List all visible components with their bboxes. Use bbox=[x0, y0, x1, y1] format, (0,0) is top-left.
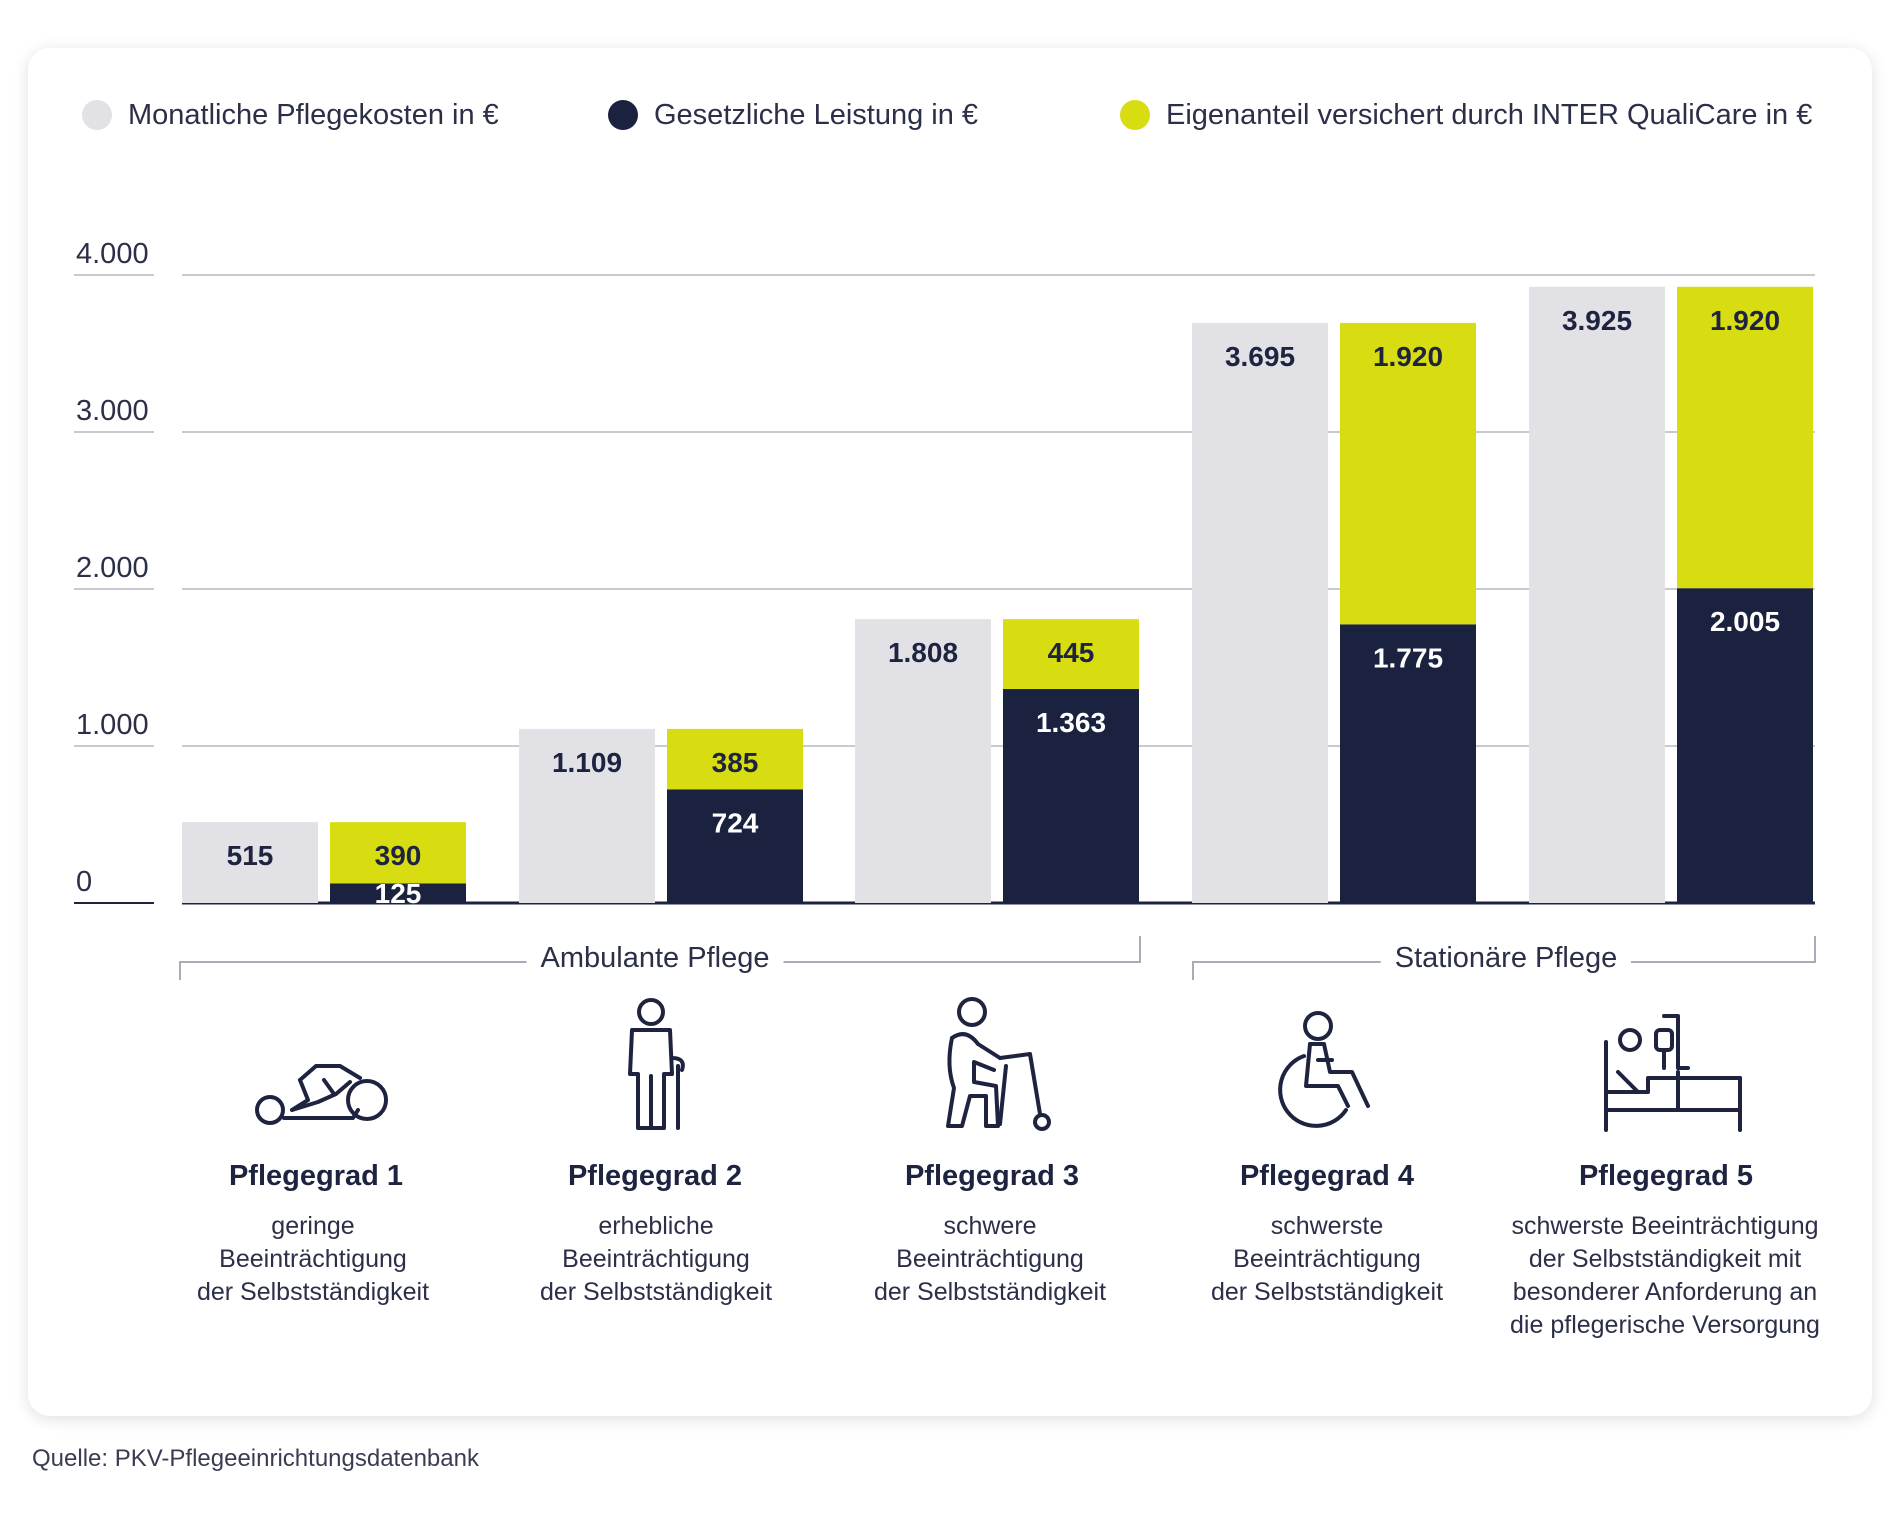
bar-own-share bbox=[1340, 322, 1476, 625]
bar-statutory bbox=[1340, 624, 1476, 903]
bar-statutory bbox=[667, 789, 803, 903]
y-tick-label: 2.000 bbox=[76, 552, 149, 584]
legend-label-own-share: Eigenanteil versichert durch INTER Quali… bbox=[1166, 98, 1813, 131]
category-title-2: Pflegegrad 2 bbox=[567, 1160, 743, 1192]
category-title-3: Pflegegrad 3 bbox=[904, 1160, 1080, 1192]
bar-label-statutory: 1.775 bbox=[1373, 642, 1443, 673]
wheelchair-icon bbox=[1278, 1011, 1370, 1128]
bar-label-statutory: 724 bbox=[712, 807, 759, 838]
bar-label-total-costs: 3.925 bbox=[1562, 305, 1632, 336]
bracket-ambulant-left bbox=[179, 961, 530, 980]
bar-label-own-share: 1.920 bbox=[1373, 341, 1443, 372]
bar-label-total-costs: 1.109 bbox=[552, 747, 622, 778]
legend-label-total-costs: Monatliche Pflegekosten in € bbox=[128, 98, 499, 131]
category-description-5: schwerste Beeinträchtigung der Selbststä… bbox=[1510, 1212, 1820, 1339]
bar-label-own-share: 445 bbox=[1048, 637, 1095, 668]
y-tick-label: 3.000 bbox=[76, 395, 149, 427]
category-description-2: erhebliche Beeinträchtigung der Selbstst… bbox=[539, 1212, 773, 1306]
bar-total-costs bbox=[182, 822, 318, 903]
legend-item-total-costs: Monatliche Pflegekosten in € bbox=[82, 95, 499, 135]
bar-own-share bbox=[1677, 286, 1813, 589]
lying-person-icon bbox=[255, 1064, 388, 1125]
y-tick-label: 4.000 bbox=[76, 238, 149, 270]
bar-total-costs bbox=[1192, 322, 1328, 903]
bar-label-statutory: 1.363 bbox=[1036, 707, 1106, 738]
category-description-3: schwere Beeinträchtigung der Selbstständ… bbox=[873, 1212, 1107, 1306]
legend-item-statutory: Gesetzliche Leistung in € bbox=[608, 95, 978, 135]
legend-item-own-share: Eigenanteil versichert durch INTER Quali… bbox=[1120, 95, 1812, 135]
bar-label-own-share: 385 bbox=[712, 747, 759, 778]
bar-label-statutory: 125 bbox=[375, 878, 422, 909]
bar-own-share bbox=[330, 822, 466, 884]
category-title-5: Pflegegrad 5 bbox=[1578, 1160, 1754, 1192]
group-label-stationary: Stationäre Pflege bbox=[1380, 942, 1632, 975]
bar-own-share bbox=[667, 728, 803, 790]
legend-swatch-total-costs bbox=[82, 100, 112, 130]
y-tick-label: 0 bbox=[76, 866, 92, 898]
category-title-4: Pflegegrad 4 bbox=[1239, 1160, 1415, 1192]
bracket-stationary-left bbox=[1192, 961, 1381, 980]
bar-label-total-costs: 1.808 bbox=[888, 637, 958, 668]
person-with-walker-icon bbox=[946, 997, 1051, 1131]
bar-label-total-costs: 515 bbox=[227, 840, 274, 871]
bar-own-share bbox=[1003, 619, 1139, 690]
bar-statutory bbox=[1003, 689, 1139, 903]
y-tick-label: 1.000 bbox=[76, 709, 149, 741]
bar-total-costs bbox=[519, 728, 655, 903]
bar-label-total-costs: 3.695 bbox=[1225, 341, 1295, 372]
legend-swatch-statutory bbox=[608, 100, 638, 130]
person-with-cane-icon bbox=[628, 998, 685, 1130]
bar-total-costs bbox=[1529, 286, 1665, 903]
legend-label-statutory: Gesetzliche Leistung in € bbox=[654, 98, 979, 131]
bar-label-own-share: 390 bbox=[375, 840, 422, 871]
bar-statutory bbox=[330, 883, 466, 903]
category-title-1: Pflegegrad 1 bbox=[228, 1160, 404, 1192]
bar-label-own-share: 1.920 bbox=[1710, 305, 1780, 336]
group-label-ambulant: Ambulante Pflege bbox=[526, 942, 784, 975]
hospital-bed-icon bbox=[1604, 1014, 1742, 1132]
bar-label-statutory: 2.005 bbox=[1710, 606, 1780, 637]
category-description-4: schwerste Beeinträchtigung der Selbststä… bbox=[1210, 1212, 1444, 1306]
legend-swatch-own-share bbox=[1120, 100, 1150, 130]
bracket-ambulant-right bbox=[780, 936, 1141, 963]
bar-total-costs bbox=[855, 619, 991, 903]
source-note: Quelle: PKV-Pflegeeinrichtungsdatenbank bbox=[32, 1445, 479, 1472]
category-description-1: geringe Beeinträchtigung der Selbstständ… bbox=[196, 1212, 430, 1306]
bar-statutory bbox=[1677, 588, 1813, 903]
bracket-stationary-right bbox=[1631, 936, 1816, 963]
